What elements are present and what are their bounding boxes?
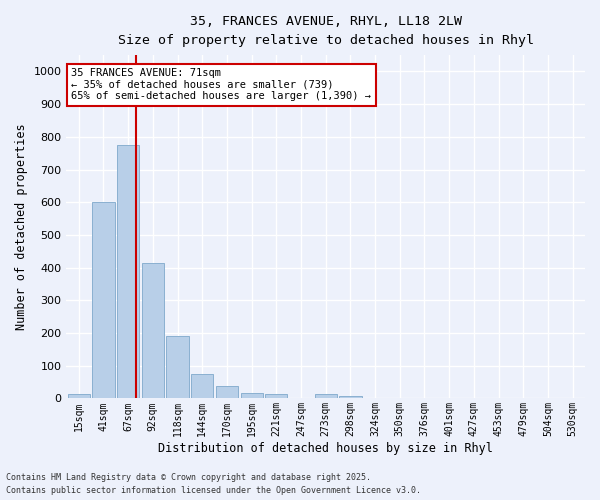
Bar [339, 396, 362, 398]
Bar [92, 202, 115, 398]
Bar [314, 394, 337, 398]
X-axis label: Distribution of detached houses by size in Rhyl: Distribution of detached houses by size … [158, 442, 493, 455]
Text: 35 FRANCES AVENUE: 71sqm
← 35% of detached houses are smaller (739)
65% of semi-: 35 FRANCES AVENUE: 71sqm ← 35% of detach… [71, 68, 371, 102]
Bar [191, 374, 214, 398]
Bar [68, 394, 90, 398]
Title: 35, FRANCES AVENUE, RHYL, LL18 2LW
Size of property relative to detached houses : 35, FRANCES AVENUE, RHYL, LL18 2LW Size … [118, 15, 534, 47]
Bar [142, 262, 164, 398]
Text: Contains HM Land Registry data © Crown copyright and database right 2025.
Contai: Contains HM Land Registry data © Crown c… [6, 474, 421, 495]
Bar [166, 336, 188, 398]
Bar [216, 386, 238, 398]
Bar [265, 394, 287, 398]
Bar [241, 392, 263, 398]
Y-axis label: Number of detached properties: Number of detached properties [15, 124, 28, 330]
Bar [117, 145, 139, 399]
